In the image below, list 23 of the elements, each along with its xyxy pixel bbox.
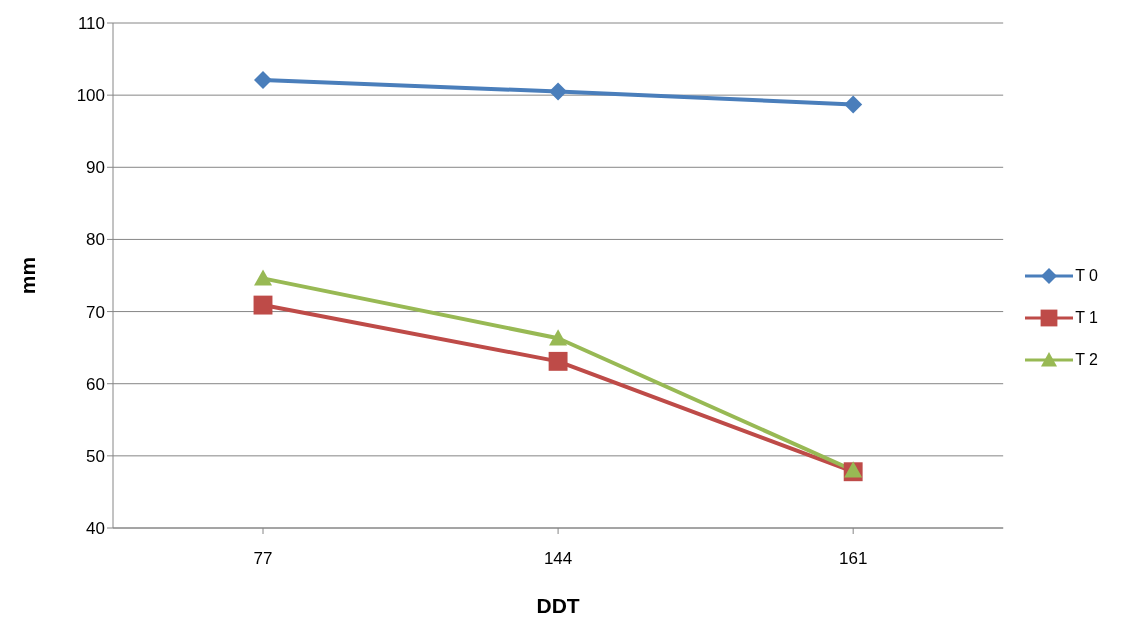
legend-label: T 2 bbox=[1075, 351, 1098, 369]
point bbox=[548, 351, 568, 371]
y-tick-label: 90 bbox=[86, 158, 105, 178]
y-axis-title: mm bbox=[16, 256, 40, 295]
point bbox=[253, 295, 273, 315]
x-axis-title: DDT bbox=[536, 594, 580, 617]
y-tick-label: 110 bbox=[77, 14, 105, 34]
point bbox=[549, 82, 568, 101]
y-tick-label: 50 bbox=[86, 446, 105, 466]
x-tick-label: 77 bbox=[253, 549, 273, 569]
point bbox=[254, 70, 272, 89]
y-tick-label: 70 bbox=[86, 302, 105, 322]
y-tick-label: 60 bbox=[86, 374, 105, 394]
x-tick-label: 161 bbox=[838, 549, 868, 569]
point bbox=[254, 269, 272, 286]
point bbox=[549, 329, 568, 346]
y-tick-label: 80 bbox=[86, 230, 105, 250]
y-tick-label: 100 bbox=[76, 86, 105, 106]
legend-label: T 0 bbox=[1075, 267, 1098, 285]
y-tick-label: 40 bbox=[86, 519, 105, 539]
x-tick-label: 144 bbox=[543, 549, 573, 569]
point bbox=[844, 95, 863, 114]
legend-label: T 1 bbox=[1075, 309, 1098, 327]
